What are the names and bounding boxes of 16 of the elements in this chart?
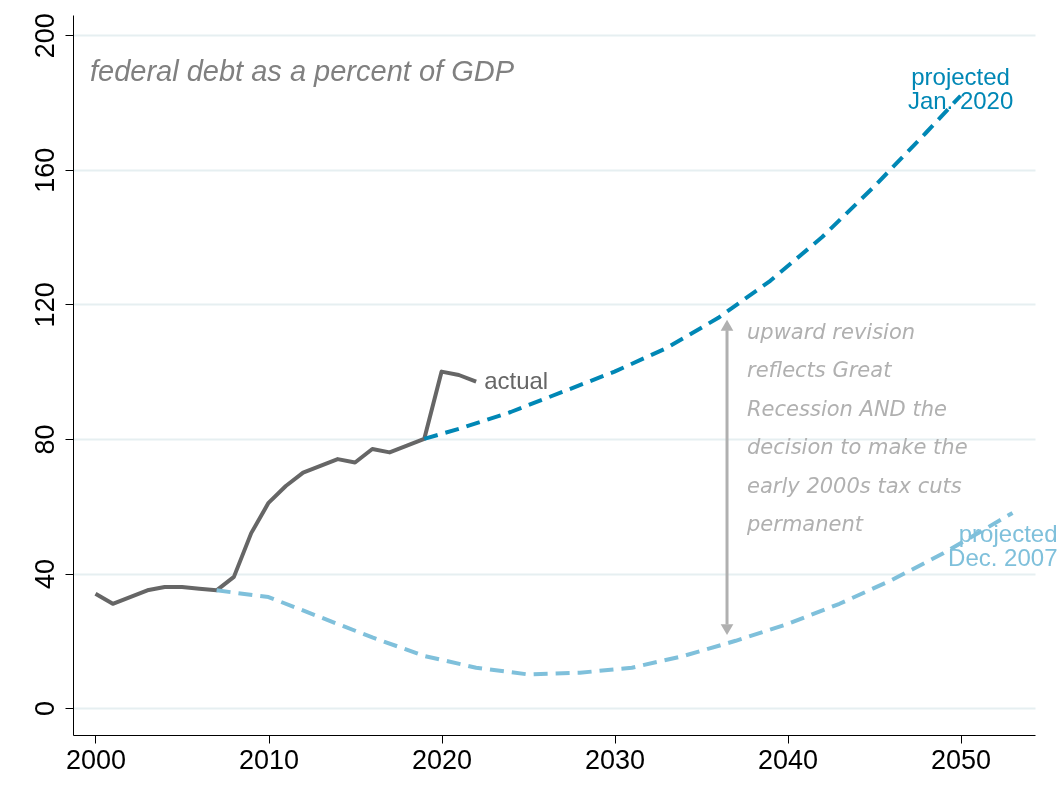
y-tick-label: 160 [29,147,60,193]
x-tick-label: 2030 [585,744,646,775]
series-label: projected Jan. 2020 [907,62,1014,114]
x-tick-label: 2020 [412,744,473,775]
y-tick-label: 0 [29,701,60,717]
y-tick-label: 40 [29,558,60,590]
x-tick-label: 2040 [758,744,819,775]
x-tick-label: 2050 [931,744,992,775]
y-tick-label: 200 [29,13,60,59]
text: federal debt as a percent of GDP [90,55,515,87]
series-label: actual [484,366,549,394]
x-tick-label: 2010 [238,744,300,775]
y-tick-label: 120 [29,282,60,328]
y-tick-label: 80 [29,424,60,455]
line-series [93,369,479,606]
x-tick-label: 2000 [65,744,127,775]
